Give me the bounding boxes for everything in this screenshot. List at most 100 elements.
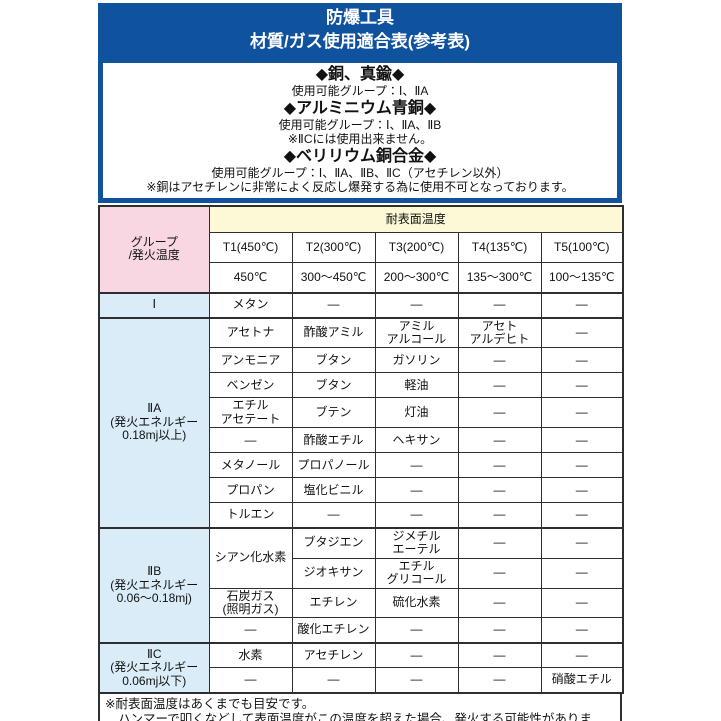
material-heading-beryllium-copper: ◆ベリリウム銅合金◆	[283, 147, 437, 165]
gas-cell: ベンゼン	[208, 372, 293, 399]
footnote-box: ※耐表面温度はあくまでも目安です。 ハンマーで叩くなどして表面温度がこの温度を超…	[98, 693, 622, 721]
gas-cell: ―	[457, 641, 542, 669]
gas-cell: ―	[457, 617, 542, 644]
gas-cell: ―	[374, 291, 459, 318]
table-row: ― 酢酸エチル ヘキサン ― ―	[99, 427, 624, 454]
gas-cell: ―	[457, 526, 542, 559]
gas-cell: エチル グリコール	[374, 557, 459, 589]
table-row: ― 酸化エチレン ― ― ―	[99, 617, 624, 644]
table-row: アンモニア ブタン ガソリン ― ―	[99, 347, 624, 374]
group-label-iib: ⅡB (発火エネルギー 0.06～0.18mj)	[98, 526, 210, 644]
group-label-iic: ⅡC (発火エネルギー 0.06mj以下)	[98, 641, 210, 694]
gas-cell: ―	[457, 502, 542, 529]
gas-cell: ブタジエン	[291, 526, 376, 559]
temp-range-t4: 135～300℃	[457, 262, 542, 293]
gas-cell: メタン	[208, 291, 293, 318]
gas-cell: ヘキサン	[374, 427, 459, 454]
gas-cell: ―	[540, 397, 624, 429]
gas-cell: ―	[457, 372, 542, 399]
gas-cell: ―	[540, 617, 624, 644]
surface-temp-header: 耐表面温度	[208, 205, 624, 233]
gas-cell: ―	[208, 617, 293, 644]
gas-cell: ジメチル エーテル	[374, 526, 459, 559]
content-area: 防爆工具 材質/ガス使用適合表(参考表) ◆銅、真鍮◆ 使用可能グループ：Ⅰ、Ⅱ…	[98, 3, 625, 721]
gas-cell: ―	[291, 667, 376, 694]
usable-groups-aluminum-bronze: 使用可能グループ：Ⅰ、ⅡA、ⅡB	[278, 117, 442, 132]
table-header-row-3: 450℃ 300～450℃ 200～300℃ 135～300℃ 100～135℃	[99, 262, 624, 293]
gas-cell: 硝酸エチル	[540, 667, 624, 694]
gas-cell: ―	[540, 641, 624, 669]
temp-class-t1: T1(450℃)	[208, 232, 293, 263]
gas-cell: ―	[457, 477, 542, 504]
gas-cell: 塩化ビニル	[291, 477, 376, 504]
aluminum-bronze-note: ※ⅡCには使用出来ません。	[287, 132, 433, 146]
gas-cell: ―	[374, 667, 459, 694]
temp-range-t2: 300～450℃	[291, 262, 376, 293]
table-row: 石炭ガス (照明ガス) エチレン 硫化水素 ― ―	[99, 587, 624, 619]
temp-range-t1: 450℃	[208, 262, 293, 293]
gas-cell: ―	[540, 502, 624, 529]
gas-cell: ―	[457, 347, 542, 374]
material-heading-aluminum-bronze: ◆アルミニウム青銅◆	[283, 99, 437, 117]
gas-cell: ―	[540, 477, 624, 504]
gas-cell: メタノール	[208, 452, 293, 479]
corner-header-group-ignition-temp: グループ /発火温度	[98, 205, 210, 293]
table-header-row-1: グループ /発火温度 耐表面温度	[98, 205, 624, 293]
gas-cell: ―	[457, 557, 542, 589]
gas-cell: ―	[540, 452, 624, 479]
gas-cell: ―	[291, 291, 376, 318]
gas-cell: ―	[208, 427, 293, 454]
gas-cell: ―	[457, 291, 542, 318]
gas-cell: ―	[540, 372, 624, 399]
gas-cell: 酸化エチレン	[291, 617, 376, 644]
gas-cell: ―	[457, 587, 542, 619]
usable-groups-copper-brass: 使用可能グループ：Ⅰ、ⅡA	[291, 84, 429, 98]
table-row: プロパン 塩化ビニル ― ― ―	[99, 477, 624, 504]
gas-cell: シアン化水素	[208, 526, 293, 589]
copper-acetylene-warning: ※銅はアセチレンに非常によく反応し爆発する為に使用不可となっております。	[146, 180, 574, 194]
gas-cell: 石炭ガス (照明ガス)	[208, 587, 293, 619]
table-row: ⅡC (発火エネルギー 0.06mj以下) 水素 アセチレン ― ― ―	[98, 641, 624, 694]
gas-cell: ―	[540, 291, 624, 318]
gas-cell: ―	[457, 452, 542, 479]
gas-cell: アンモニア	[208, 347, 293, 374]
gas-cell: アセト アルデヒト	[457, 316, 542, 349]
footnote-line-2: ハンマーで叩くなどして表面温度がこの温度を超えた場合、発火する可能性があります。	[118, 711, 592, 721]
temp-range-t3: 200～300℃	[374, 262, 459, 293]
gas-cell: 軽油	[374, 372, 459, 399]
gas-cell: ―	[457, 667, 542, 694]
gas-cell: ―	[208, 667, 293, 694]
temp-range-t5: 100～135℃	[540, 262, 624, 293]
gas-cell: ジオキサン	[291, 557, 376, 589]
gas-cell: 酢酸エチル	[291, 427, 376, 454]
temp-class-t5: T5(100℃)	[540, 232, 624, 263]
gas-cell: ―	[374, 502, 459, 529]
table-header-row-2: T1(450℃) T2(300℃) T3(200℃) T4(135℃) T5(1…	[99, 232, 624, 263]
gas-cell: ―	[540, 557, 624, 589]
gas-cell: ―	[374, 641, 459, 669]
material-heading-copper-brass: ◆銅、真鍮◆	[315, 66, 405, 83]
gas-cell: ―	[291, 502, 376, 529]
temp-class-t4: T4(135℃)	[457, 232, 542, 263]
table-row: エチル アセテート ブテン 灯油 ― ―	[99, 397, 624, 429]
gas-cell: エチレン	[291, 587, 376, 619]
gas-cell: ―	[374, 477, 459, 504]
gas-cell: ―	[374, 617, 459, 644]
gas-cell: ―	[540, 347, 624, 374]
temp-class-t2: T2(300℃)	[291, 232, 376, 263]
gas-cell: ―	[540, 427, 624, 454]
table-row: ― ― ― ― 硝酸エチル	[99, 667, 624, 694]
gas-cell: 硫化水素	[374, 587, 459, 619]
gas-cell: ブタン	[291, 347, 376, 374]
gas-cell: アセトナ	[208, 316, 293, 349]
page-title: 防爆工具	[326, 8, 394, 27]
table-row: ⅡA (発火エネルギー 0.18mj以上) アセトナ 酢酸アミル アミル アルコ…	[98, 316, 624, 529]
gas-cell: ―	[457, 397, 542, 429]
gas-cell: ブテン	[291, 397, 376, 429]
temp-class-t3: T3(200℃)	[374, 232, 459, 263]
gas-cell: ―	[540, 316, 624, 349]
page-subtitle: 材質/ガス使用適合表(参考表)	[249, 32, 471, 51]
gas-cell: プロパン	[208, 477, 293, 504]
gas-cell: アミル アルコール	[374, 316, 459, 349]
table-row: ⅡB (発火エネルギー 0.06～0.18mj) シアン化水素 ブタジエン ジメ…	[98, 526, 624, 644]
